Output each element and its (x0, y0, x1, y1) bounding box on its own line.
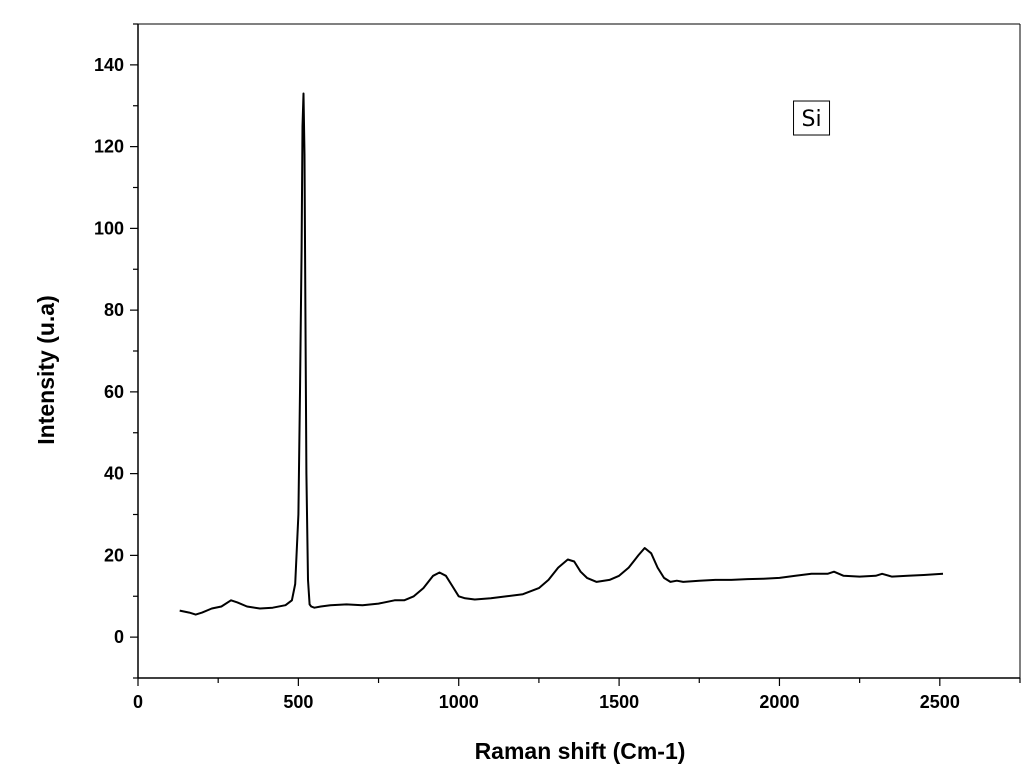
y-tick-label: 60 (104, 382, 124, 402)
y-tick-label: 80 (104, 300, 124, 320)
annotation-box (793, 100, 831, 136)
x-axis-ticks: 0 500 1000 1500 2000 2500 (133, 678, 1021, 712)
x-tick-label: 1000 (439, 692, 479, 712)
x-axis-title: Raman shift (Cm-1) (475, 738, 686, 764)
annotation-layer: Si (793, 100, 831, 136)
y-tick-label: 120 (94, 137, 124, 157)
x-tick-label: 0 (133, 692, 143, 712)
y-axis-ticks: 0 20 40 60 80 100 120 140 (94, 23, 138, 679)
spectrum-line (179, 92, 944, 616)
x-tick-label: 2500 (920, 692, 960, 712)
annotation-si: Si (801, 107, 821, 132)
y-tick-label: 140 (94, 55, 124, 75)
y-tick-label: 100 (94, 218, 124, 238)
y-tick-label: 20 (104, 545, 124, 565)
x-tick-label: 1500 (599, 692, 639, 712)
x-tick-label: 2000 (759, 692, 799, 712)
y-tick-label: 40 (104, 464, 124, 484)
y-tick-label: 0 (114, 627, 124, 647)
series-layer (179, 92, 944, 616)
plot-frame (137, 23, 1021, 679)
y-axis-title: Intensity (u.a) (33, 295, 59, 445)
x-tick-label: 500 (283, 692, 313, 712)
